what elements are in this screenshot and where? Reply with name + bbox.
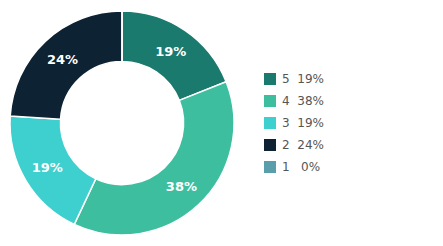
- legend-swatch: [264, 161, 276, 173]
- legend-item: 1 0%: [264, 160, 320, 174]
- donut: [10, 11, 234, 235]
- data-labels: 19% 38% 19% 24%: [32, 44, 197, 194]
- data-label: 19%: [155, 44, 186, 59]
- slice: [121, 11, 123, 61]
- slice: [122, 11, 226, 100]
- legend-swatch: [264, 95, 276, 107]
- slice: [74, 82, 234, 235]
- data-label: 24%: [47, 52, 78, 67]
- legend-swatch: [264, 139, 276, 151]
- legend-label: 5 19%: [282, 72, 324, 86]
- legend-label: 4 38%: [282, 94, 324, 108]
- chart: 19% 38% 19% 24% 5 19% 4 38% 3 19% 2 24% 1 0%: [0, 0, 443, 246]
- legend-swatch: [264, 117, 276, 129]
- legend-item: 3 19%: [264, 116, 324, 130]
- slice: [10, 116, 96, 224]
- legend-label: 1 0%: [282, 160, 320, 174]
- legend-item: 2 24%: [264, 138, 324, 152]
- data-label: 19%: [32, 160, 63, 175]
- data-label: 38%: [166, 179, 197, 194]
- legend-label: 2 24%: [282, 138, 324, 152]
- legend-swatch: [264, 73, 276, 85]
- legend-label: 3 19%: [282, 116, 324, 130]
- legend-item: 4 38%: [264, 94, 324, 108]
- slice: [10, 11, 122, 119]
- legend-item: 5 19%: [264, 72, 324, 86]
- legend: 5 19% 4 38% 3 19% 2 24% 1 0%: [264, 72, 324, 174]
